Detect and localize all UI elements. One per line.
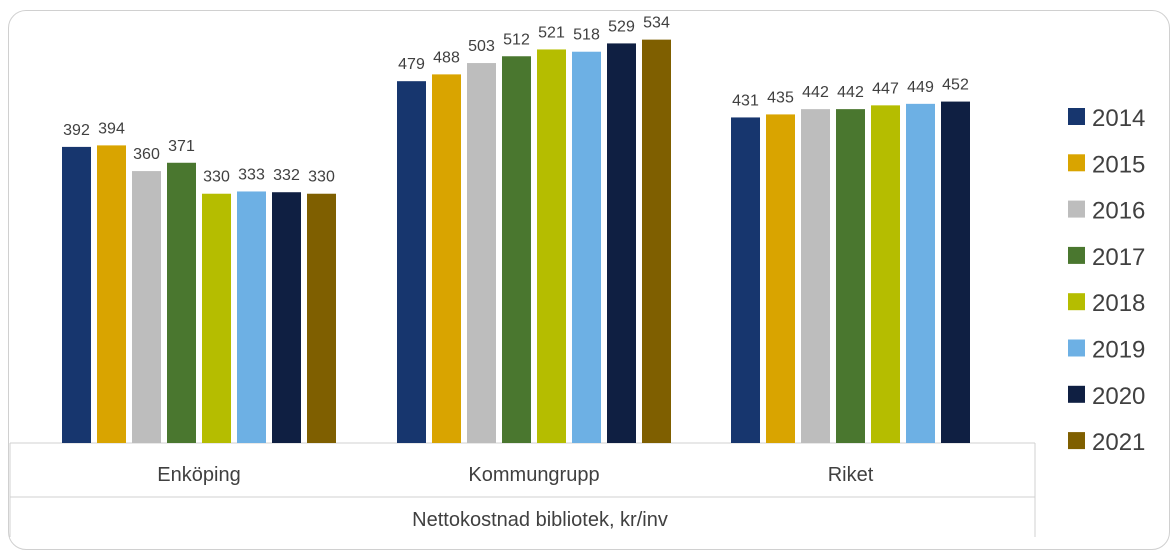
legend-swatch-2014	[1068, 108, 1085, 125]
data-label-2018-2: 447	[872, 80, 899, 97]
legend: 2014 2015 2016 2017 2018 2019 2020 2021	[1068, 105, 1145, 456]
legend-label-2017: 2017	[1092, 244, 1145, 271]
bar-2017-1	[502, 56, 531, 443]
data-label-2020-2: 452	[942, 77, 969, 94]
data-label-2014-1: 479	[398, 56, 425, 73]
data-label-2014-0: 392	[63, 122, 90, 139]
data-label-2015-2: 435	[767, 89, 794, 106]
bar-2019-1	[572, 51, 601, 443]
bar-2015-1	[432, 74, 461, 443]
category-label-0: Enköping	[157, 464, 240, 486]
data-label-2021-0: 330	[308, 169, 335, 186]
bar-2020-1	[607, 43, 636, 443]
bar-2015-0	[97, 145, 126, 443]
bar-2014-0	[62, 146, 91, 443]
x-axis-title: Nettokostnad bibliotek, kr/inv	[412, 509, 668, 531]
legend-label-2016: 2016	[1092, 198, 1145, 225]
bar-2018-0	[202, 193, 231, 443]
bar-2015-2	[766, 114, 795, 443]
data-label-2019-1: 518	[573, 27, 600, 44]
bar-2018-2	[871, 105, 900, 444]
bar-2021-0	[307, 193, 336, 443]
legend-swatch-2020	[1068, 385, 1085, 403]
bar-2016-2	[801, 109, 830, 443]
legend-label-2021: 2021	[1092, 429, 1145, 456]
bar-2019-2	[906, 103, 935, 444]
data-label-2014-2: 431	[732, 92, 759, 109]
data-label-2017-0: 371	[168, 138, 195, 155]
data-label-2019-0: 333	[238, 166, 265, 183]
legend-swatch-2017	[1068, 246, 1085, 264]
data-label-2015-0: 394	[98, 120, 125, 137]
data-label-2017-2: 442	[837, 84, 864, 101]
bar-2017-0	[167, 162, 196, 443]
bar-2016-1	[467, 63, 496, 443]
data-label-2017-1: 512	[503, 31, 530, 48]
bar-2020-0	[272, 192, 301, 443]
data-label-2016-2: 442	[802, 84, 829, 101]
category-label-2: Riket	[828, 464, 874, 486]
data-label-2019-2: 449	[907, 79, 934, 96]
data-label-2018-0: 330	[203, 169, 230, 186]
data-label-2016-1: 503	[468, 38, 495, 55]
bars-group	[62, 39, 970, 444]
legend-label-2018: 2018	[1092, 290, 1145, 317]
data-label-2020-1: 529	[608, 18, 635, 35]
bar-2019-0	[237, 191, 266, 443]
legend-label-2014: 2014	[1092, 105, 1145, 132]
bar-2014-1	[397, 81, 426, 443]
value-labels-group: 392 479 431 394 488 435 360 503 442 371 512 442 330 5…	[63, 15, 969, 186]
data-label-2021-1: 534	[643, 15, 670, 32]
bar-2021-1	[642, 39, 671, 444]
legend-label-2015: 2015	[1092, 151, 1145, 178]
data-label-2015-1: 488	[433, 49, 460, 66]
bar-2017-2	[836, 109, 865, 443]
legend-swatch-2016	[1068, 200, 1085, 218]
legend-swatch-2021	[1068, 432, 1085, 450]
bar-2020-2	[941, 101, 970, 443]
bar-chart: 392 479 431 394 488 435 360 503 442 371 512 442 330 5…	[9, 15, 1145, 537]
legend-label-2019: 2019	[1092, 337, 1145, 364]
legend-swatch-2015	[1068, 154, 1085, 172]
legend-label-2020: 2020	[1092, 383, 1145, 410]
legend-swatch-2019	[1068, 339, 1085, 357]
data-label-2020-0: 332	[273, 167, 300, 184]
legend-swatch-2018	[1068, 293, 1085, 311]
data-label-2016-0: 360	[133, 146, 160, 163]
bar-2016-0	[132, 171, 161, 444]
data-label-2018-1: 521	[538, 24, 565, 41]
category-label-1: Kommungrupp	[468, 464, 599, 486]
category-labels-group: Enköping Kommungrupp Riket	[157, 464, 873, 486]
bar-2014-2	[731, 117, 760, 443]
bar-2018-1	[537, 49, 566, 444]
